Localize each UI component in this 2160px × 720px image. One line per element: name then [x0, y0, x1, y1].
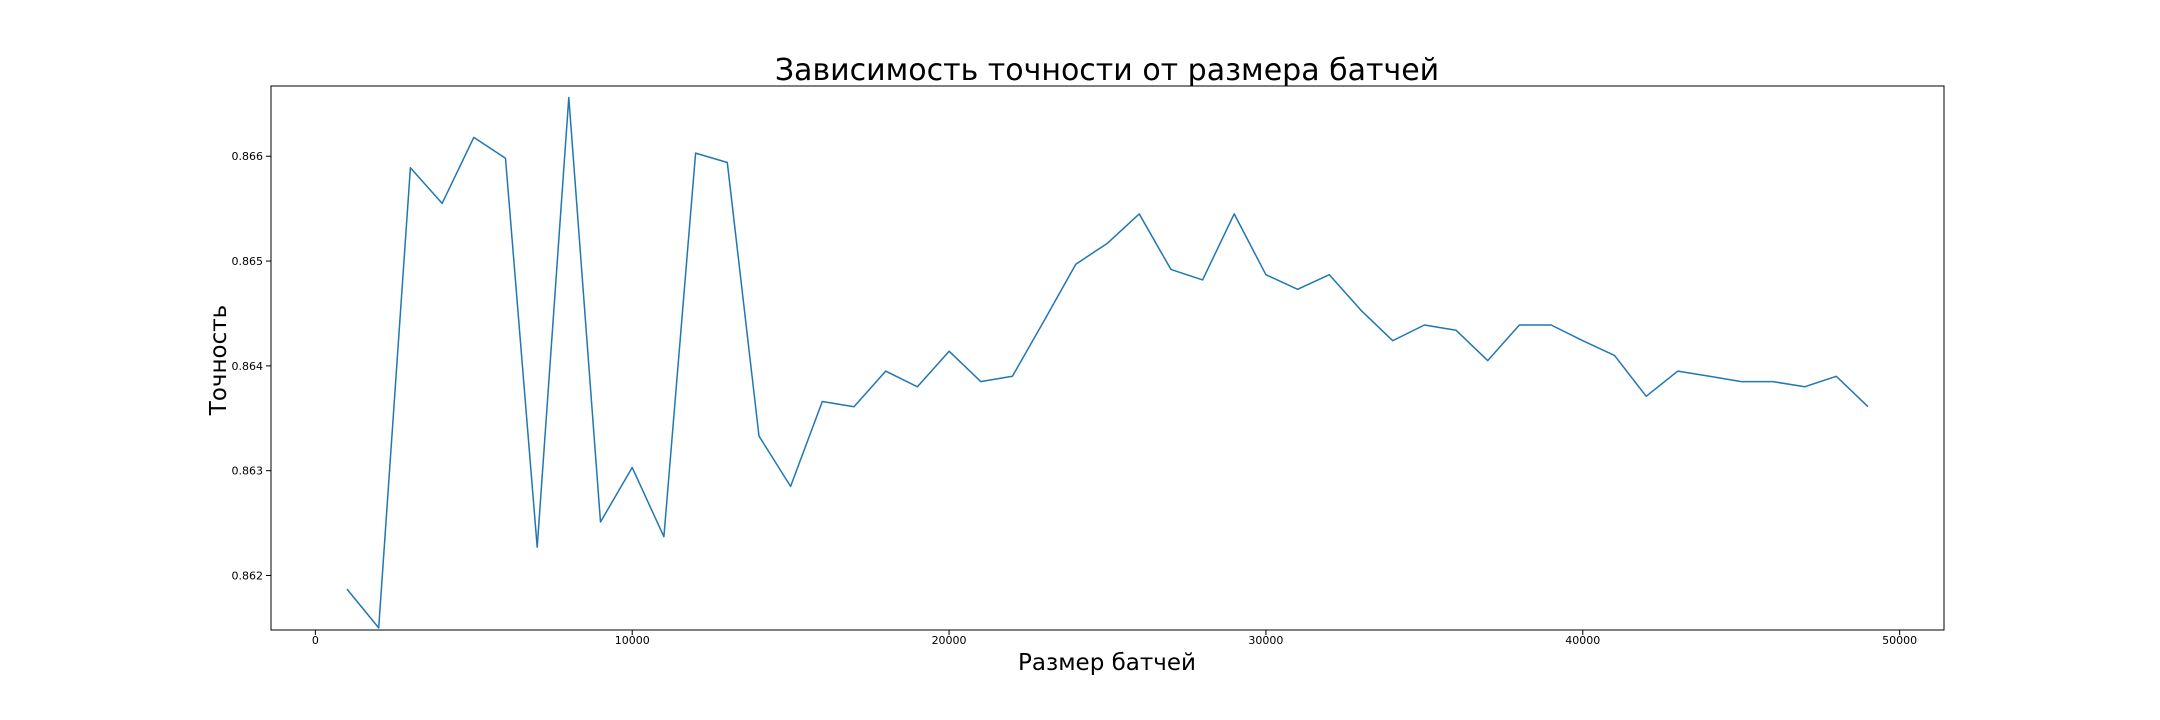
x-tick-label: 20000 — [932, 634, 967, 647]
x-tick-label: 40000 — [1565, 634, 1600, 647]
y-tick-label: 0.864 — [232, 360, 264, 373]
x-axis-label: Размер батчей — [1018, 650, 1196, 676]
series-line — [346, 96, 1869, 629]
x-tick-label: 0 — [312, 634, 319, 647]
x-tick-label: 30000 — [1248, 634, 1283, 647]
plot-frame — [270, 85, 1945, 631]
y-tick-label: 0.862 — [232, 569, 264, 582]
plot-area: 0 10000 20000 30000 40000 50000 0.862 0.863 0.86… — [232, 85, 1945, 647]
x-tick-label: 10000 — [615, 634, 650, 647]
chart-title: Зависимость точности от размера батчей — [775, 53, 1439, 88]
y-tick-label: 0.865 — [232, 255, 264, 268]
y-axis-label: Точность — [206, 305, 232, 416]
y-tick-label: 0.866 — [232, 150, 264, 163]
x-tick-label: 50000 — [1882, 634, 1917, 647]
y-tick-label: 0.863 — [232, 465, 264, 478]
